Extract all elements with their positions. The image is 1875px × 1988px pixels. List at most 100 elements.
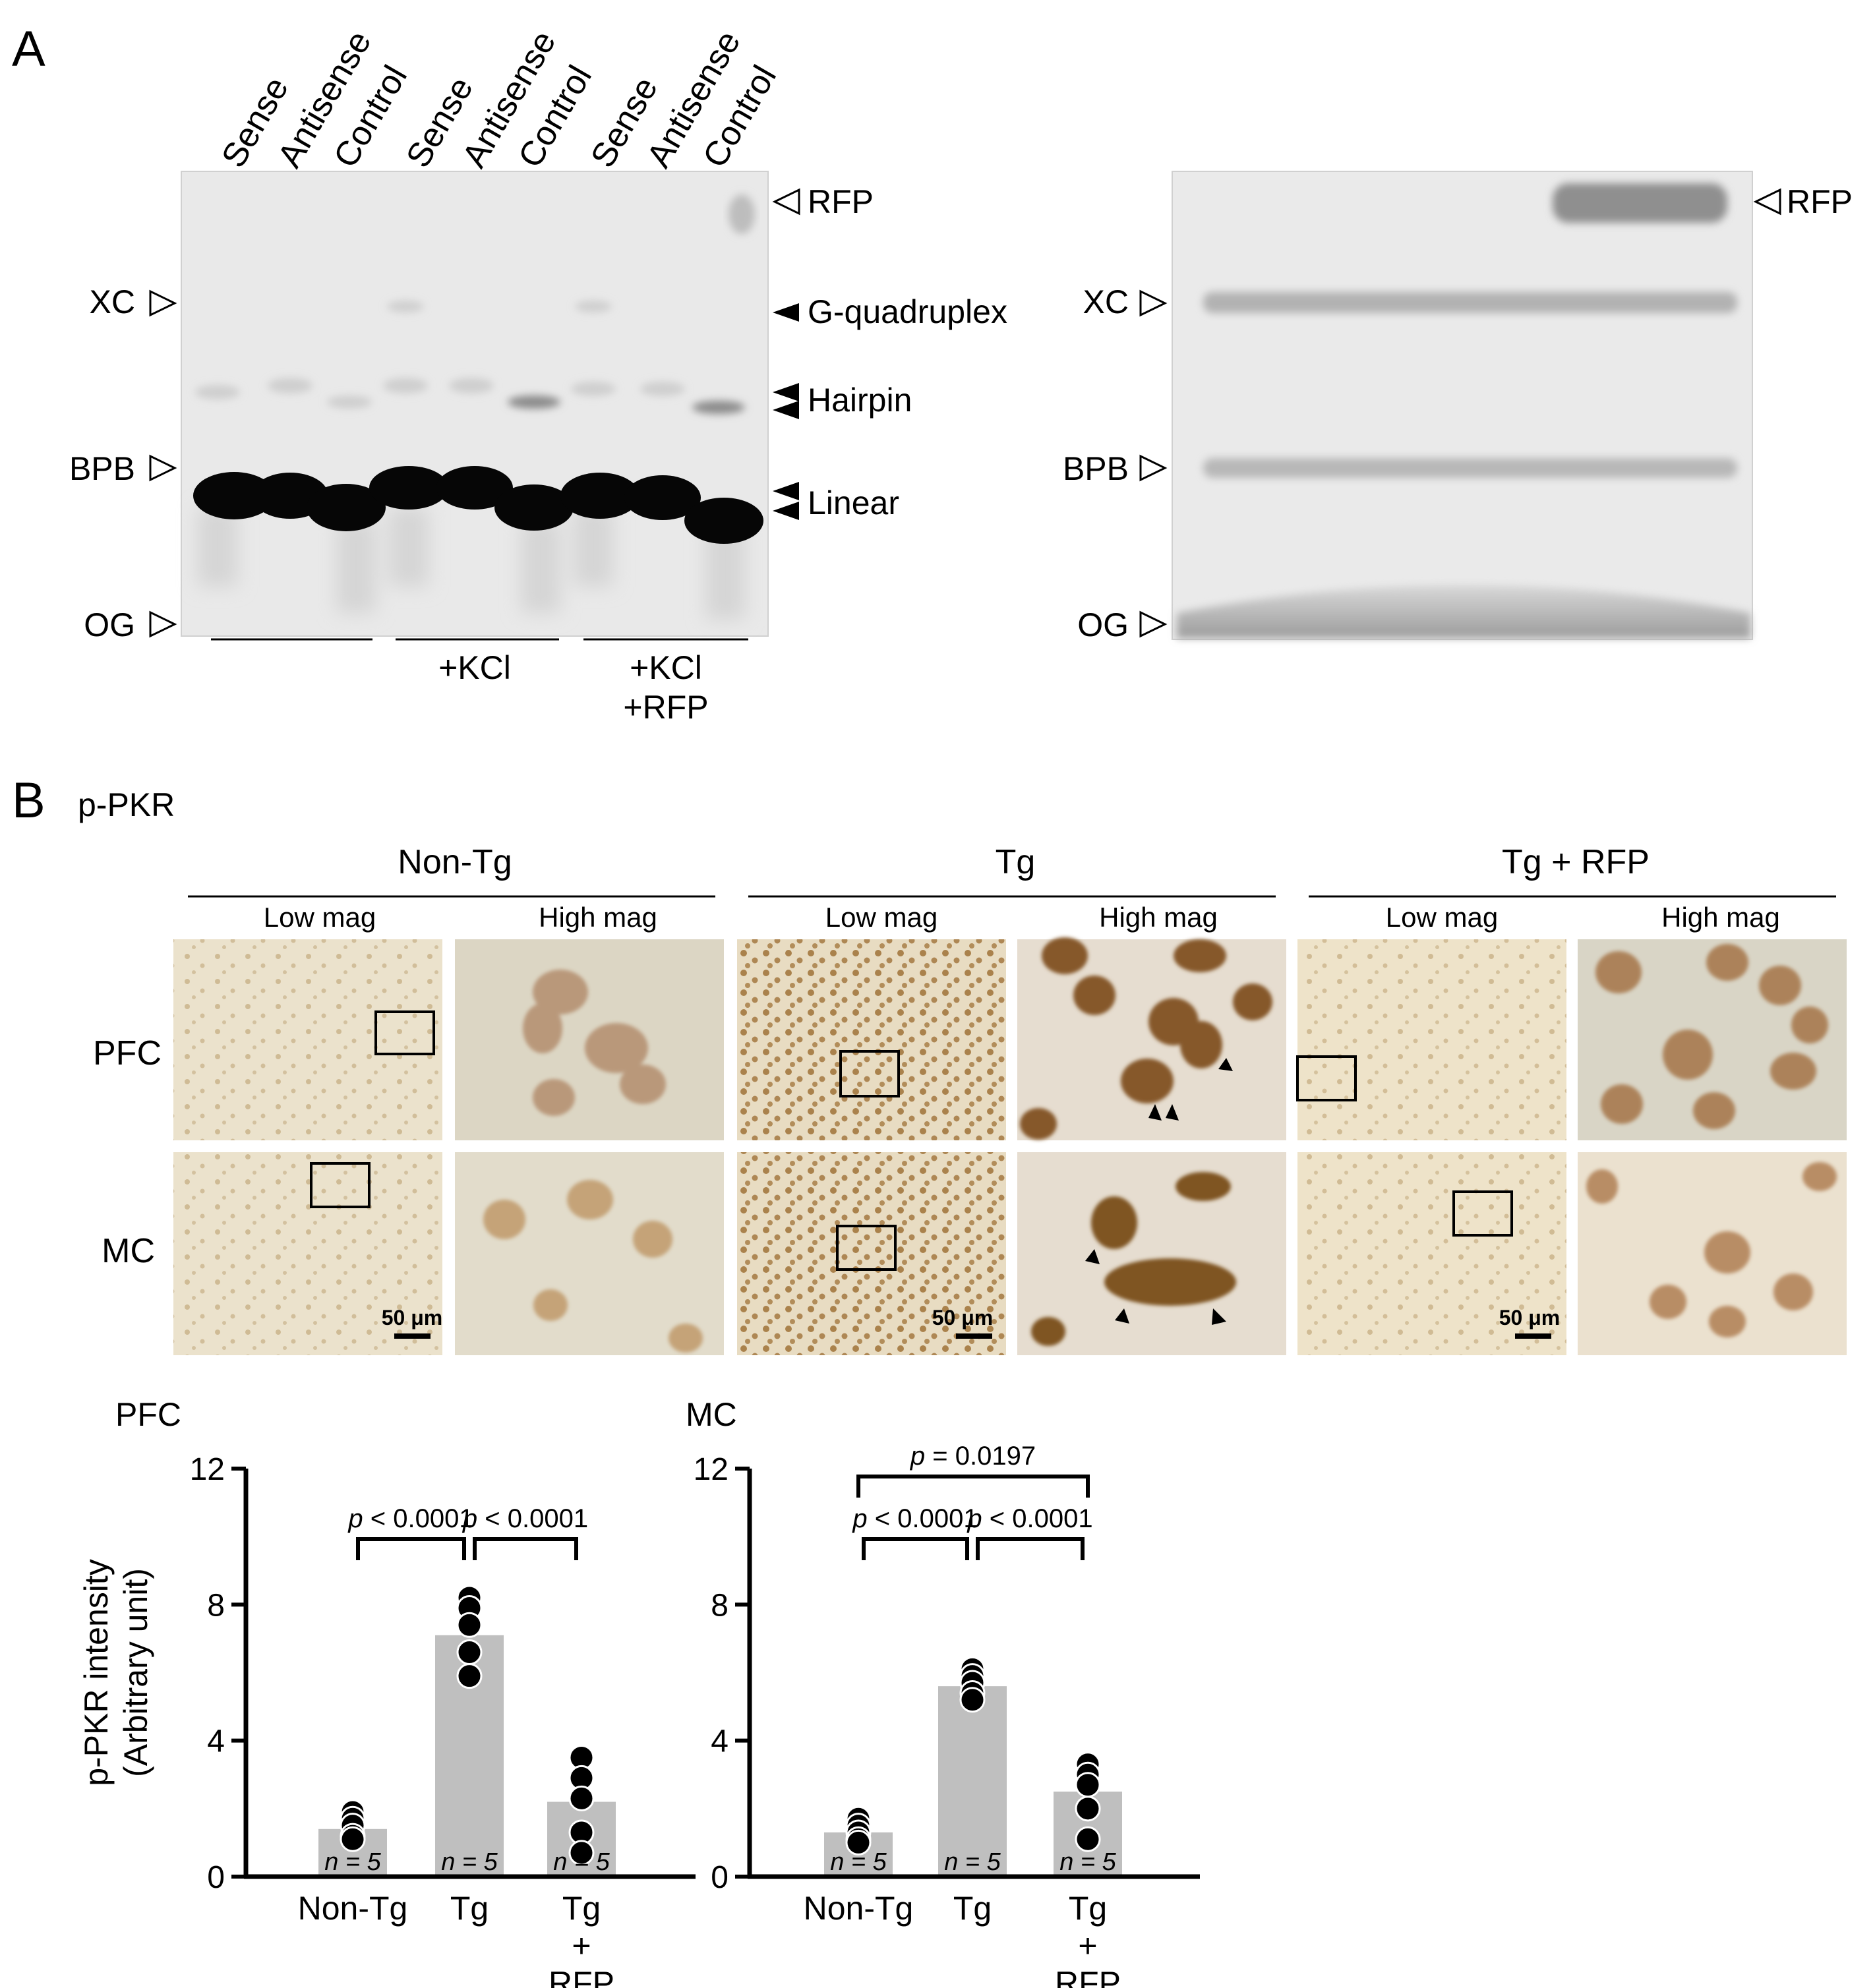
- scale-bar-label: 50 μm: [382, 1306, 443, 1330]
- p-value-label: p < 0.0001: [462, 1504, 588, 1533]
- x-tick-label: Tg: [953, 1890, 992, 1927]
- scale-bar: [1515, 1333, 1551, 1339]
- arrowhead-icon: [773, 502, 799, 520]
- low-mag-label: Low mag: [825, 902, 938, 933]
- n-label: n = 5: [553, 1848, 610, 1876]
- marker-og-label: OG: [84, 606, 135, 643]
- triangle-open-icon: [149, 289, 177, 317]
- g-quadruplex-label: G-quadruplex: [808, 293, 1007, 330]
- group-kcl-rfp-label: +KCl: [630, 649, 702, 686]
- lane-labels: Sense Antisense Control Sense Antisense …: [214, 24, 784, 174]
- micrograph-mc-tg-rfp-high: [1578, 1152, 1847, 1355]
- significance-bracket: [856, 1475, 1090, 1498]
- gel-image-right: [1172, 171, 1753, 640]
- x-tick-label: Tg: [450, 1890, 489, 1927]
- micrograph-group-headers: Non-Tg Tg Tg + RFP: [398, 843, 1650, 881]
- triangle-open-icon: [772, 188, 800, 216]
- low-mag-label: Low mag: [1386, 902, 1498, 933]
- x-tick-label: Non-Tg: [804, 1890, 914, 1927]
- micrograph-pfc-tg-high: [1017, 937, 1286, 1140]
- data-point: [340, 1826, 366, 1852]
- data-point: [1075, 1826, 1101, 1852]
- inset-box: [374, 1010, 435, 1055]
- arrowhead-icon: [773, 303, 799, 322]
- significance-bracket: [976, 1537, 1085, 1560]
- data-point: [959, 1687, 986, 1713]
- micrograph-pfc-tg-rfp-low: [1296, 939, 1566, 1140]
- arrowhead-icon: [1148, 1104, 1162, 1121]
- arrowhead-icon: [1166, 1104, 1179, 1121]
- rfp-band-label: RFP: [1787, 183, 1853, 220]
- y-axis-label: p-PKR intensity: [78, 1559, 115, 1786]
- n-label: n = 5: [1059, 1848, 1116, 1876]
- hairpin-label: Hairpin: [808, 382, 912, 419]
- x-tick-label: Tg: [1069, 1890, 1107, 1927]
- micrograph-pfc-non-tg-low: [173, 939, 442, 1140]
- marker-bpb-label: BPB: [69, 450, 135, 487]
- inset-box: [836, 1225, 897, 1271]
- p-value-label: p < 0.0001: [852, 1504, 978, 1533]
- triangle-open-icon: [149, 454, 177, 482]
- arrowhead-icon: [1212, 1308, 1226, 1325]
- y-tick-label: 0: [207, 1860, 225, 1895]
- arrowhead-icon: [773, 383, 799, 401]
- triangle-open-icon: [1139, 289, 1168, 317]
- gel-markers-left: XC BPB OG: [69, 283, 177, 643]
- p-value-label: p = 0.0197: [910, 1442, 1036, 1471]
- n-label: n = 5: [830, 1848, 887, 1876]
- x-tick-label: RFP: [549, 1965, 614, 1988]
- marker-xc-label: XC: [1083, 283, 1129, 320]
- gel-group-labels: +KCl +KCl +RFP: [438, 649, 708, 726]
- stain-label: p-PKR: [78, 786, 175, 823]
- triangle-open-icon: [149, 610, 177, 638]
- pfc-bar-chart: PFC p-PKR intensity (Arbitrary unit) n = 5 n…: [78, 1396, 696, 1988]
- triangle-open-icon: [1753, 188, 1781, 216]
- y-tick-label: 4: [207, 1724, 225, 1759]
- data-point: [845, 1829, 872, 1856]
- data-point: [568, 1785, 595, 1811]
- marker-bpb-label: BPB: [1063, 450, 1129, 487]
- y-axis-label: (Arbitrary unit): [117, 1568, 154, 1777]
- group-header-tg: Tg: [996, 843, 1036, 881]
- micrograph-mc-tg-high: [1017, 1152, 1286, 1355]
- micrograph-pfc-non-tg-high: [455, 939, 724, 1140]
- significance-bracket: [473, 1537, 578, 1560]
- band-annotations: RFP G-quadruplex Hairpin Linear: [772, 183, 1007, 521]
- y-tick-label: 12: [694, 1452, 729, 1487]
- arrowhead-icon: [773, 482, 799, 500]
- bar: [938, 1686, 1007, 1877]
- gel-markers-right: XC BPB OG: [1063, 283, 1168, 643]
- right-gel-rfp-annotation: RFP: [1753, 183, 1853, 220]
- arrowhead-icon: [1218, 1058, 1233, 1071]
- triangle-open-icon: [1139, 454, 1168, 482]
- panel-b-label: B: [12, 773, 45, 829]
- inset-box: [310, 1162, 371, 1208]
- data-point: [1075, 1772, 1101, 1798]
- scale-bar: [956, 1333, 992, 1339]
- y-tick-label: 12: [190, 1452, 225, 1487]
- row-label-mc: MC: [102, 1232, 155, 1270]
- data-point: [1075, 1796, 1101, 1822]
- y-tick-label: 8: [711, 1588, 729, 1623]
- mag-headers: Low mag High mag Low mag High mag Low ma…: [264, 902, 1780, 933]
- significance-bracket: [356, 1537, 466, 1560]
- high-mag-label: High mag: [1661, 902, 1780, 933]
- x-tick-label: +: [1078, 1927, 1097, 1964]
- scale-bar-label: 50 μm: [932, 1306, 994, 1330]
- micrograph-pfc-tg-rfp-high: [1578, 939, 1847, 1140]
- group-header-non-tg: Non-Tg: [398, 843, 512, 881]
- rfp-band-label: RFP: [808, 183, 874, 220]
- micrograph-mc-tg-low: 50 μm: [737, 1152, 1006, 1355]
- x-tick-label: Tg: [562, 1890, 601, 1927]
- p-value-label: p < 0.0001: [967, 1504, 1092, 1533]
- chart-title: PFC: [115, 1396, 181, 1433]
- scale-bar-label: 50 μm: [1499, 1306, 1561, 1330]
- y-tick-label: 8: [207, 1588, 225, 1623]
- x-tick-label: RFP: [1055, 1965, 1121, 1988]
- significance-bracket: [862, 1537, 969, 1560]
- micrograph-pfc-tg-low: [737, 939, 1006, 1140]
- row-labels: PFC MC: [93, 1034, 162, 1270]
- n-label: n = 5: [944, 1848, 1001, 1876]
